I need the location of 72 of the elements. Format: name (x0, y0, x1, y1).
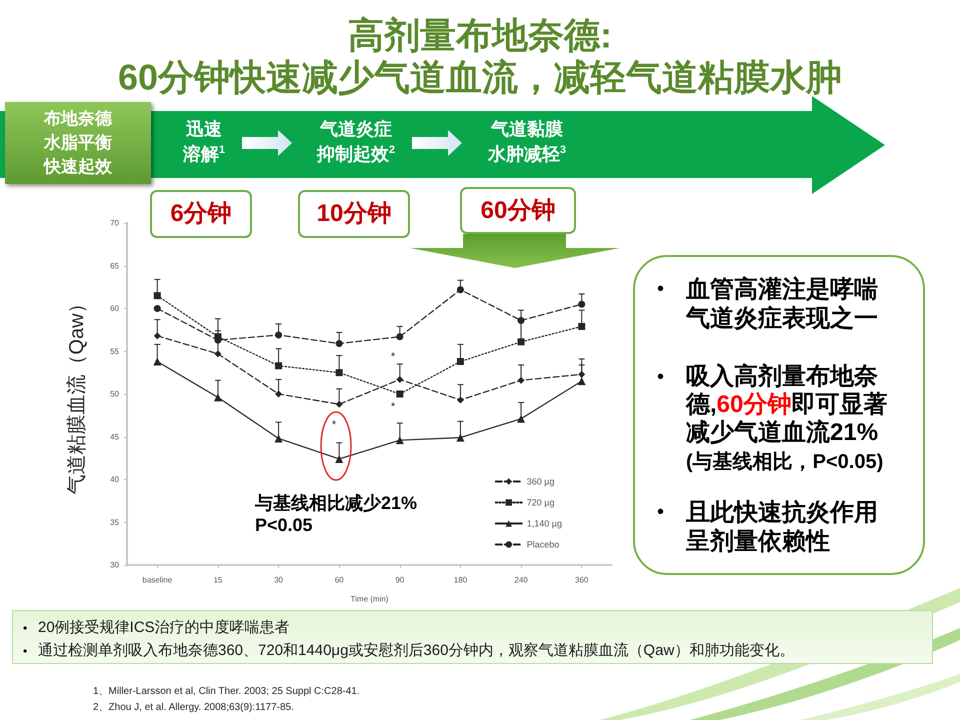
point (275, 390, 282, 398)
rounded-box: 60分钟 (460, 187, 576, 234)
chart-subtitle: 60分钟快速减少气道血流，减轻气道粘膜水肿 (118, 56, 842, 98)
x-tick-label: 240 (514, 576, 528, 584)
point (518, 338, 525, 346)
point (456, 286, 464, 294)
x-tick-label: 180 (454, 576, 468, 584)
y-tick-label: 65 (110, 261, 120, 270)
text: 气道炎症抑制起效$^{2}$ (316, 118, 396, 166)
x-tick-label: 90 (395, 576, 405, 584)
point (154, 305, 161, 312)
annotation: 10分钟 (316, 200, 392, 228)
rounded-box: 6分钟 (150, 190, 252, 238)
legend-label: Placebo (526, 540, 560, 550)
rounded-box: 10分钟 (298, 190, 410, 238)
point (336, 400, 343, 408)
point (578, 377, 586, 386)
legend-label: 360 µg (526, 476, 555, 486)
y-tick-label: 60 (110, 304, 120, 313)
point (336, 340, 343, 348)
rounded-box: • 血管高灌注是哮喘气道炎症表现之一 • 吸入高剂量布地奈德,60分钟即可显著减少气道血流21% (与基线相比，P<0.05) • 且此快速抗炎作用呈剂量依赖性 (633, 255, 925, 575)
x-tick-label: 360 (575, 576, 589, 584)
point (517, 414, 526, 423)
annotation: * (390, 401, 396, 413)
text: 2、Zhou J, et al. Allergy. 2008;63(9):1177-85. (93, 701, 294, 715)
legend-label: 720 µg (526, 498, 555, 508)
y-tick-label: 70 (110, 218, 120, 228)
text: 迅速溶解$^{1}$ (182, 118, 226, 166)
text: 1、Miller-Larsson et al, Clin Ther. 2003; 25 Suppl C:C28-41. (93, 685, 360, 699)
point (396, 436, 404, 444)
x-tick-label: 60 (334, 576, 344, 584)
y-tick-label: 55 (110, 346, 120, 356)
point (578, 300, 586, 308)
point (153, 358, 162, 366)
x-tick-label: 15 (213, 576, 223, 584)
point (518, 316, 525, 324)
label-box: 布地奈德水脂平衡快速起效 (5, 102, 151, 184)
annotation: 与基线相比减少21% P<0.05 (255, 492, 418, 536)
x-tick-label: baseline (142, 576, 173, 584)
point (456, 396, 464, 404)
x-axis-title: Time (min) (350, 594, 389, 604)
text: 气道黏膜水肿减轻$^{3}$ (487, 118, 567, 166)
annotation: * (390, 351, 396, 363)
point (578, 370, 586, 378)
point (396, 376, 404, 383)
point (456, 358, 464, 366)
point (214, 350, 222, 358)
annotation: 6分钟 (170, 200, 232, 228)
point (275, 362, 282, 370)
point (335, 454, 344, 463)
point (214, 393, 222, 402)
point (396, 333, 404, 340)
point (518, 376, 525, 384)
y-axis-title: 气道粘膜血流（Qaw） (66, 293, 88, 495)
point (275, 332, 282, 339)
point (274, 434, 283, 442)
point (154, 292, 161, 300)
point (396, 390, 404, 398)
annotation: * (330, 419, 338, 431)
note-box: • 20例接受规律ICS治疗的中度哮喘患者 • 通过检测单剂吸入布地奈德360、720和1440μg或安慰剂后360分钟内，观察气道粘膜血流（Qaw）和肺功能变化。 (12, 610, 933, 664)
y-tick-label: 30 (110, 560, 120, 570)
y-tick-label: 45 (110, 432, 120, 442)
point (578, 322, 586, 330)
point (456, 434, 464, 442)
x-tick-label: 30 (274, 576, 284, 584)
y-tick-label: 40 (110, 475, 120, 484)
legend-label: 1,140 µg (526, 518, 562, 528)
chart-title: 高剂量布地奈德: (348, 14, 612, 56)
y-tick-label: 35 (110, 518, 120, 527)
point (154, 332, 161, 340)
y-tick-label: 50 (110, 390, 120, 398)
point (336, 369, 343, 376)
